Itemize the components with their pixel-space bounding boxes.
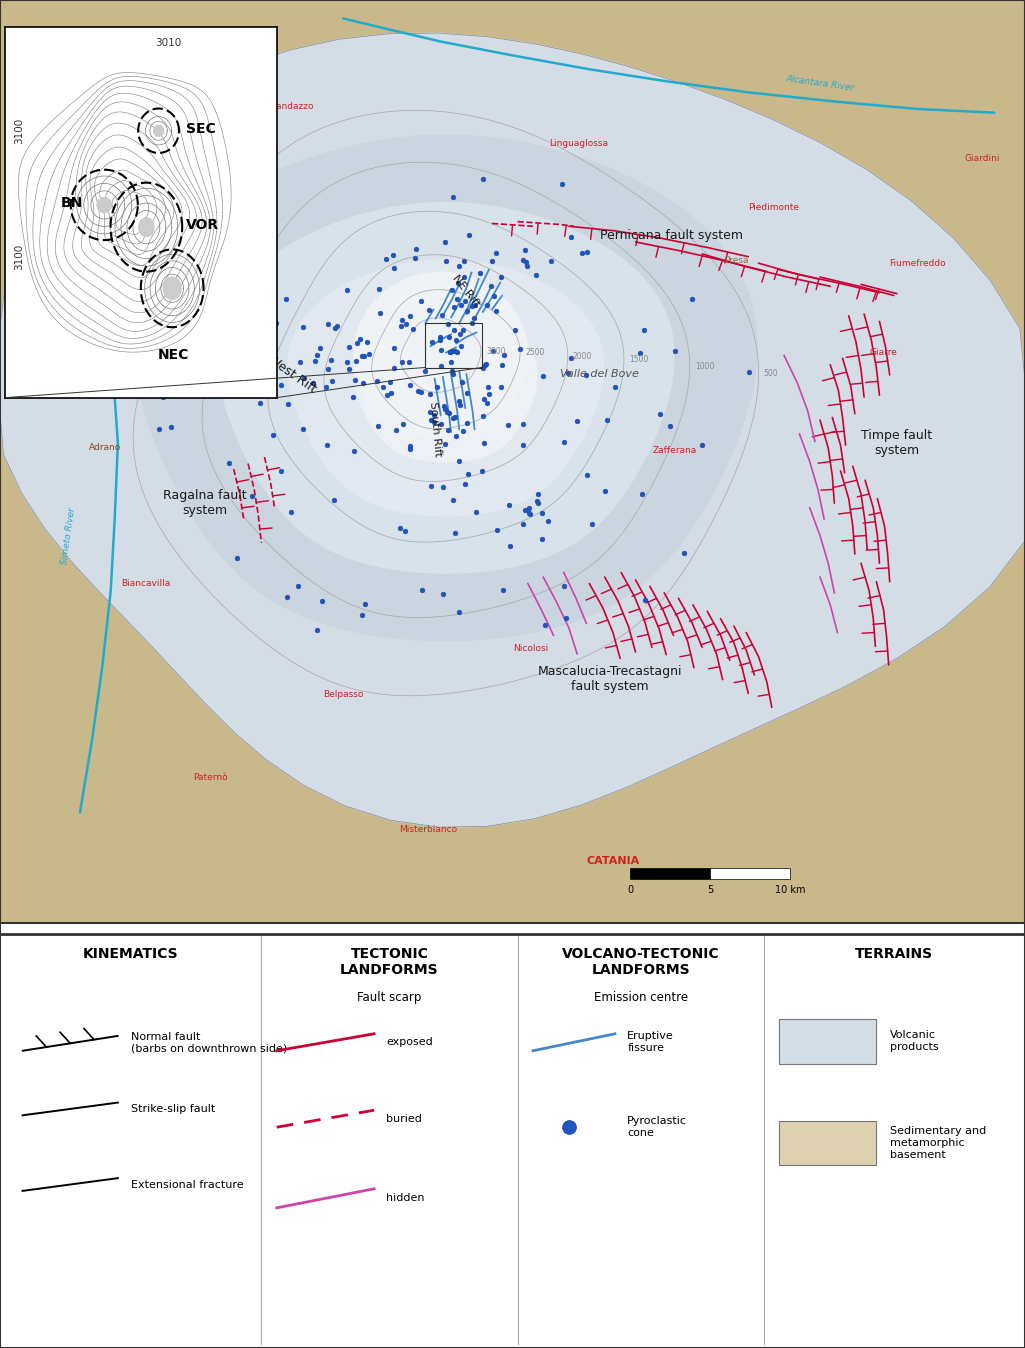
Text: Alcantara River: Alcantara River: [785, 74, 855, 92]
Bar: [779, 1019, 876, 1064]
Text: 3000: 3000: [486, 346, 505, 356]
Text: 3100: 3100: [14, 117, 25, 144]
Text: hidden: hidden: [386, 1193, 425, 1204]
Text: exposed: exposed: [386, 1037, 434, 1047]
Text: Volcanic
products: Volcanic products: [890, 1030, 938, 1051]
Text: Giardini: Giardini: [965, 154, 999, 163]
Bar: [779, 1120, 876, 1166]
Polygon shape: [139, 218, 154, 236]
Text: Extensional fracture: Extensional fracture: [131, 1180, 244, 1189]
Text: Normal fault
(barbs on downthrown side): Normal fault (barbs on downthrown side): [131, 1033, 287, 1054]
Text: Eruptive
fissure: Eruptive fissure: [627, 1031, 674, 1053]
Text: TECTONIC
LANDFORMS: TECTONIC LANDFORMS: [340, 946, 439, 977]
Text: South Rift: South Rift: [428, 402, 443, 457]
Text: Zafferana: Zafferana: [652, 446, 697, 456]
Text: 500: 500: [764, 369, 778, 377]
Text: Ragalna fault
system: Ragalna fault system: [163, 489, 247, 518]
Text: 1000: 1000: [695, 363, 714, 371]
Text: Nicolosi: Nicolosi: [514, 644, 548, 652]
Text: 5: 5: [707, 884, 713, 895]
Text: Paternò: Paternò: [193, 772, 228, 782]
Text: Emission centre: Emission centre: [593, 991, 688, 1004]
Text: Fault scarp: Fault scarp: [358, 991, 421, 1004]
Text: Piedimonte: Piedimonte: [748, 204, 800, 212]
Text: Pyroclastic
cone: Pyroclastic cone: [627, 1116, 688, 1138]
Text: Valle del Bove: Valle del Bove: [561, 369, 639, 379]
Polygon shape: [0, 34, 1025, 828]
Bar: [425, 324, 482, 368]
Polygon shape: [163, 278, 181, 299]
Text: SEC: SEC: [186, 121, 215, 136]
Text: BN: BN: [60, 195, 83, 210]
Text: Adrano: Adrano: [88, 443, 121, 453]
Text: 1500: 1500: [629, 356, 649, 364]
Text: West Rift: West Rift: [265, 353, 319, 395]
Polygon shape: [288, 260, 604, 516]
Text: buried: buried: [386, 1113, 422, 1124]
Text: Randazzo: Randazzo: [271, 101, 314, 111]
Text: 3010: 3010: [155, 38, 181, 49]
Text: Bronte: Bronte: [62, 231, 92, 240]
Text: Misterbianco: Misterbianco: [400, 825, 457, 833]
Polygon shape: [134, 135, 757, 640]
Text: Sedimentary and
metamorphic
basement: Sedimentary and metamorphic basement: [890, 1127, 986, 1159]
Text: 2500: 2500: [525, 348, 544, 357]
Text: VOLCANO-TECTONIC
LANDFORMS: VOLCANO-TECTONIC LANDFORMS: [562, 946, 720, 977]
Text: Strike-slip fault: Strike-slip fault: [131, 1104, 215, 1113]
Text: KINEMATICS: KINEMATICS: [82, 946, 178, 961]
Text: NE Rift: NE Rift: [451, 272, 482, 309]
Text: Belpasso: Belpasso: [323, 690, 364, 698]
Bar: [630, 868, 710, 879]
Text: NEC: NEC: [158, 348, 190, 361]
Polygon shape: [154, 125, 163, 136]
Text: 3100: 3100: [14, 244, 25, 270]
Text: 2000: 2000: [573, 352, 592, 361]
Polygon shape: [217, 202, 674, 573]
Text: 10 km: 10 km: [775, 884, 806, 895]
Text: Linguaglossa: Linguaglossa: [549, 139, 609, 148]
Text: 0: 0: [627, 884, 633, 895]
Text: Fiumefreddo: Fiumefreddo: [889, 259, 946, 268]
Text: Timpe fault
system: Timpe fault system: [861, 429, 933, 457]
Text: Simeto River: Simeto River: [60, 507, 77, 565]
Polygon shape: [355, 314, 537, 462]
Polygon shape: [97, 198, 112, 212]
Polygon shape: [354, 272, 528, 438]
Text: VOR: VOR: [186, 218, 219, 232]
Text: Presa: Presa: [724, 256, 748, 266]
Text: TERRAINS: TERRAINS: [855, 946, 933, 961]
Text: Giarre: Giarre: [869, 348, 898, 357]
Text: Pernicana fault system: Pernicana fault system: [600, 229, 743, 241]
Text: Biancavilla: Biancavilla: [121, 580, 170, 588]
Bar: [710, 868, 790, 879]
Text: Mascalucia-Trecastagni
fault system: Mascalucia-Trecastagni fault system: [538, 665, 682, 693]
Text: CATANIA: CATANIA: [586, 856, 640, 865]
